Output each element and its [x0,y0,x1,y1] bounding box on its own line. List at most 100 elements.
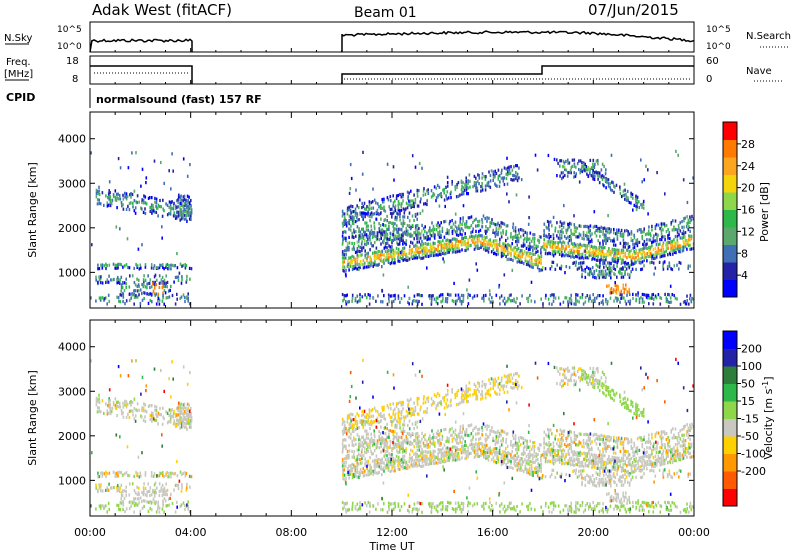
power-cell [106,264,108,268]
power-cell [544,267,547,271]
velocity-cell [665,455,668,459]
velocity-cell [342,476,344,481]
velocity-cell [456,452,459,456]
velocity-cell [97,471,99,475]
power-cell [474,246,477,250]
power-cell [504,244,507,248]
velocity-cell [549,460,551,464]
power-cell [418,299,420,304]
power-cell [514,226,517,230]
velocity-cell [343,464,345,468]
power-cell [99,202,102,206]
velocity-cell [421,460,424,464]
power-cell [506,173,509,177]
power-cell [562,175,564,179]
power-cell [640,230,642,234]
velocity-cell [688,445,690,450]
velocity-cell [551,457,554,461]
power-cell [505,300,507,304]
power-cell [162,265,164,269]
power-cell [496,232,498,236]
velocity-cell [342,473,344,477]
power-cell [395,234,398,239]
power-cell [682,245,685,249]
power-cell [585,165,588,169]
power-cell [679,261,682,265]
power-cell [532,262,534,266]
power-cell [183,202,186,206]
power-cell [343,253,345,257]
velocity-cell [684,446,687,450]
power-cell [664,235,666,239]
power-cell [584,296,587,300]
power-cell [370,232,372,236]
power-cell [526,251,528,255]
power-cell [177,213,180,217]
power-cell [386,237,389,241]
velocity-cell [123,489,126,493]
power-cell [576,249,579,253]
velocity-cell [393,469,395,473]
power-cell [599,234,601,238]
velocity-cell [162,499,164,503]
power-cell [570,299,573,303]
velocity-cell [442,459,444,463]
velocity-cell [679,455,682,459]
power-cell [559,159,561,163]
power-cell [98,275,100,279]
velocity-cell [676,452,679,456]
power-cell [652,261,655,265]
power-cell [98,201,101,206]
velocity-cell [437,455,439,459]
power-cell [537,257,539,261]
power-cell [370,211,373,215]
power-cell [605,227,607,231]
power-cell [462,299,465,303]
power-cell [107,280,110,284]
power-cell [495,253,498,257]
power-cell [638,300,641,304]
power-cell [662,264,664,268]
power-cell [640,267,642,272]
power-cell [438,185,441,189]
power-cell [432,224,435,228]
velocity-cell [456,437,458,441]
power-cell [175,206,177,210]
power-cell [106,302,108,306]
power-cell [450,196,452,200]
velocity-cell [557,452,559,456]
power-cell [368,302,371,306]
velocity-cell [351,475,354,480]
power-cell [576,226,579,230]
velocity-cell [589,455,591,459]
power-cell [142,201,145,205]
velocity-cell [169,420,172,424]
power-cell [581,252,584,256]
power-cell [682,300,685,304]
power-cell [606,227,609,231]
power-cell [381,228,384,232]
power-cell [383,233,386,238]
power-cell [401,192,403,196]
velocity-cell [554,453,557,457]
power-cell [376,234,379,238]
power-cell [604,269,607,273]
power-cell [464,240,466,244]
power-cell [673,228,675,232]
power-cell [570,165,573,170]
power-cell [473,247,476,251]
velocity-cell [151,413,153,417]
power-cell [190,204,192,208]
velocity-cell [408,465,411,469]
velocity-cell [440,451,443,455]
power-cell [114,198,117,202]
velocity-cell [655,463,658,467]
power-cell [645,243,647,247]
power-cell [609,186,611,190]
power-cell [382,273,385,277]
power-cell [173,201,175,205]
velocity-cell [361,454,363,458]
power-cell [651,296,653,300]
power-cell [503,296,506,300]
